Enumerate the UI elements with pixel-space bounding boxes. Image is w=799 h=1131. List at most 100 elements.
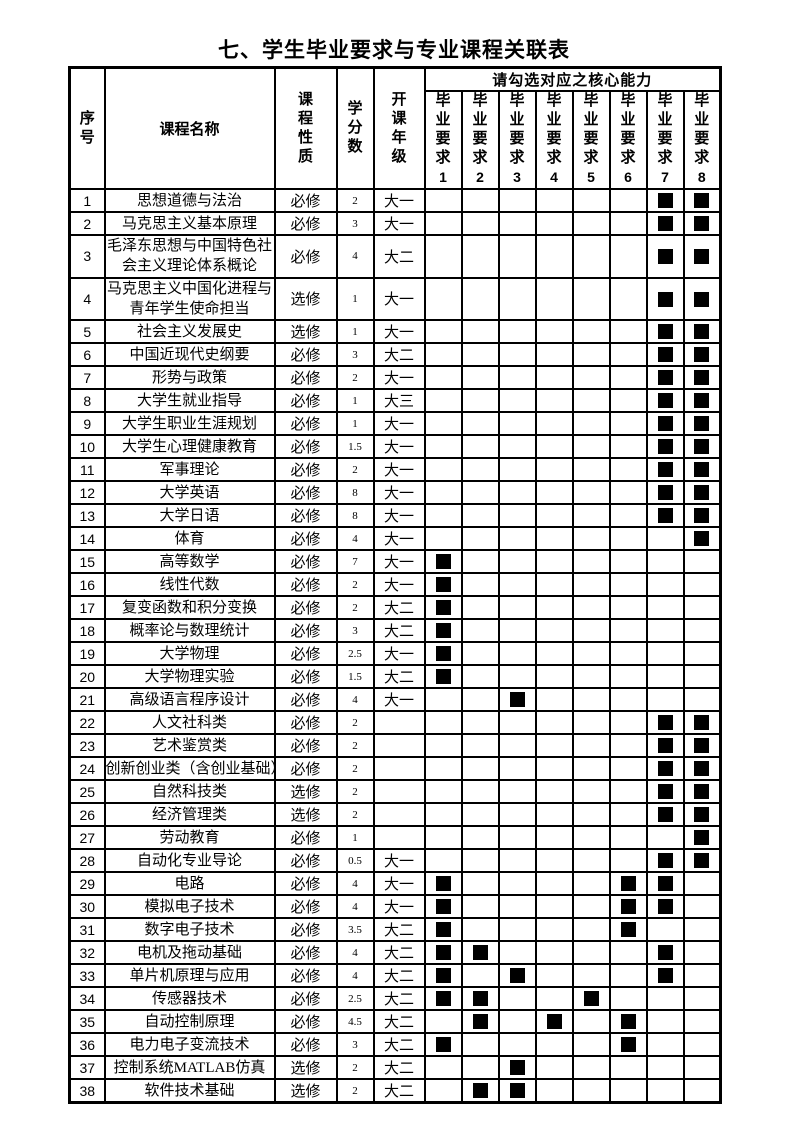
cell-credits: 4 [335,871,375,896]
cell-course-name: 创新创业类（含创业基础） [103,756,276,781]
checkbox-filled [657,462,673,478]
cell-grade: 大一 [372,848,426,873]
checkbox-filled [657,853,673,869]
cell-requirement-4 [534,917,574,942]
cell-requirement-7 [645,710,685,735]
cell-requirement-4 [534,802,574,827]
cell-course-name: 军事理论 [103,457,276,482]
table-row: 7 形势与政策 必修 2 大一 [68,365,722,390]
cell-nature: 必修 [273,503,338,528]
checkbox-filled [694,485,710,501]
table-row: 12 大学英语 必修 8 大一 [68,480,722,505]
cell-nature: 必修 [273,641,338,666]
col-header-requirement-5: 毕业要求5 [571,90,611,190]
checkbox-filled [620,899,636,915]
cell-grade: 大一 [372,687,426,712]
checkbox-filled [694,853,710,869]
cell-grade: 大三 [372,388,426,413]
cell-requirement-6 [608,848,648,873]
cell-requirement-5 [571,1055,611,1080]
col-header-grade: 开课年级 [372,66,426,190]
cell-grade [372,802,426,827]
table-row: 16 线性代数 必修 2 大一 [68,572,722,597]
cell-requirement-5 [571,549,611,574]
cell-requirement-8 [682,733,722,758]
cell-requirement-5 [571,756,611,781]
checkbox-filled [657,193,673,209]
cell-requirement-3 [497,211,537,236]
cell-requirement-4 [534,234,574,279]
cell-nature: 必修 [273,572,338,597]
checkbox-filled [435,968,451,984]
cell-requirement-5 [571,733,611,758]
cell-index: 5 [68,319,106,344]
cell-index: 34 [68,986,106,1011]
cell-requirement-1 [423,549,463,574]
cell-credits: 2 [335,779,375,804]
cell-requirement-5 [571,388,611,413]
cell-course-name: 单片机原理与应用 [103,963,276,988]
checkbox-filled [694,462,710,478]
cell-requirement-5 [571,365,611,390]
cell-requirement-2 [460,276,500,321]
cell-requirement-3 [497,779,537,804]
cell-requirement-5 [571,986,611,1011]
cell-requirement-7 [645,779,685,804]
cell-requirement-2 [460,234,500,279]
cell-nature: 选修 [273,276,338,321]
cell-credits: 2 [335,365,375,390]
cell-grade: 大二 [372,1055,426,1080]
cell-grade [372,733,426,758]
cell-credits: 8 [335,480,375,505]
cell-course-name: 电路 [103,871,276,896]
cell-requirement-7 [645,480,685,505]
table-row: 30 模拟电子技术 必修 4 大一 [68,894,722,919]
cell-grade: 大二 [372,234,426,279]
cell-requirement-3 [497,687,537,712]
course-requirements-table: 序号 课程名称 课程性质 学分数 开课年级 请勾选对应之核心能力 毕业要求1 毕业… [68,66,723,1104]
cell-requirement-6 [608,526,648,551]
cell-credits: 2 [335,188,375,213]
checkbox-filled [694,830,710,846]
cell-nature: 必修 [273,871,338,896]
cell-requirement-3 [497,572,537,597]
cell-index: 36 [68,1032,106,1057]
cell-index: 29 [68,871,106,896]
cell-course-name: 劳动教育 [103,825,276,850]
checkbox-filled [657,784,673,800]
checkbox-filled [694,416,710,432]
cell-requirement-6 [608,618,648,643]
cell-requirement-6 [608,276,648,321]
cell-requirement-7 [645,756,685,781]
cell-requirement-8 [682,917,722,942]
cell-requirement-8 [682,1009,722,1034]
checkbox-filled [657,968,673,984]
cell-index: 18 [68,618,106,643]
cell-requirement-2 [460,848,500,873]
cell-course-name: 复变函数和积分变换 [103,595,276,620]
cell-requirement-8 [682,618,722,643]
cell-requirement-5 [571,618,611,643]
table-row: 13 大学日语 必修 8 大一 [68,503,722,528]
cell-requirement-7 [645,1032,685,1057]
cell-requirement-7 [645,319,685,344]
cell-credits: 2.5 [335,986,375,1011]
cell-requirement-8 [682,388,722,413]
checkbox-filled [657,216,673,232]
cell-requirement-8 [682,894,722,919]
cell-grade: 大一 [372,319,426,344]
cell-requirement-3 [497,388,537,413]
cell-index: 21 [68,687,106,712]
checkbox-filled [435,922,451,938]
cell-course-name: 高级语言程序设计 [103,687,276,712]
cell-course-name: 大学物理 [103,641,276,666]
checkbox-filled [620,1014,636,1030]
cell-requirement-1 [423,641,463,666]
cell-credits: 2 [335,1078,375,1104]
table-row: 19 大学物理 必修 2.5 大一 [68,641,722,666]
cell-requirement-3 [497,848,537,873]
cell-requirement-7 [645,211,685,236]
cell-requirement-5 [571,664,611,689]
cell-requirement-6 [608,687,648,712]
cell-requirement-3 [497,411,537,436]
